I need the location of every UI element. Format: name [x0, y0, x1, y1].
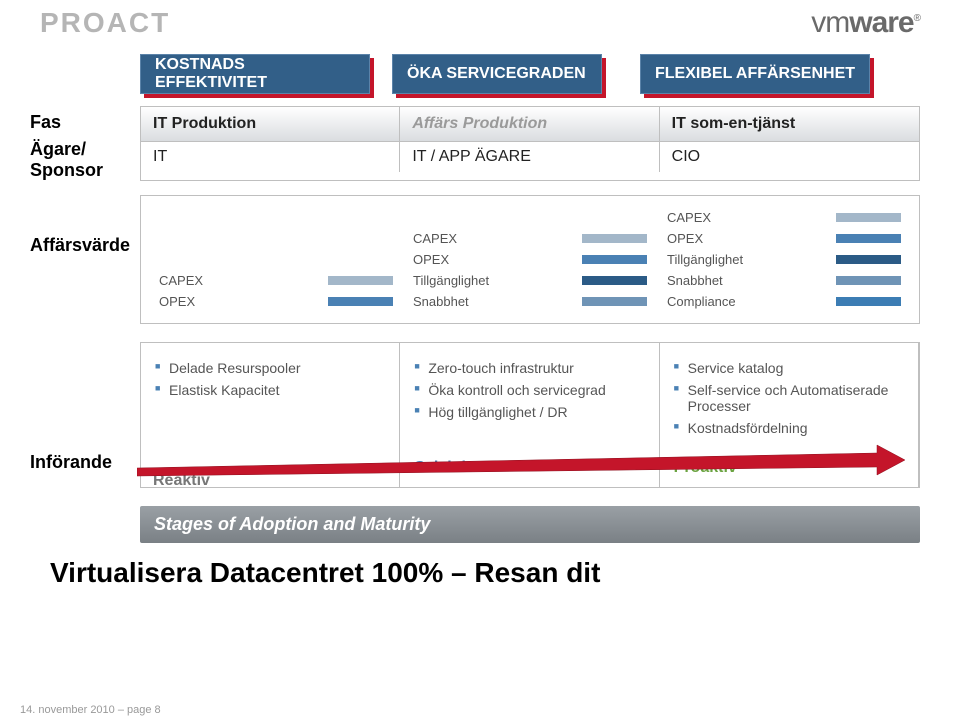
main-content: Fas Ägare/ Sponsor IT Produktion Affärs … — [30, 106, 920, 488]
bullets-col-2: Zero-touch infrastruktur Öka kontroll oc… — [400, 343, 659, 487]
metrics-table: CAPEX OPEX CAPEX OPEX T — [140, 195, 920, 324]
metric-bar — [582, 276, 647, 285]
metric-label: OPEX — [159, 294, 195, 309]
metric-label: OPEX — [413, 252, 449, 267]
metric-label: CAPEX — [413, 231, 457, 246]
fas-c2: Affärs Produktion — [400, 107, 659, 141]
metric-item: Snabbhet — [667, 273, 901, 288]
metric-bar — [582, 255, 647, 264]
metric-label: Tillgänglighet — [413, 273, 489, 288]
agare-c1: IT — [141, 142, 400, 172]
fas-table: IT Produktion Affärs Produktion IT som-e… — [140, 106, 920, 181]
badge-2-wrap: ÖKA SERVICEGRADEN — [392, 54, 602, 94]
metric-label: CAPEX — [159, 273, 203, 288]
label-fas: Fas — [30, 106, 140, 133]
metric-label: Snabbhet — [667, 273, 723, 288]
metric-item: CAPEX — [667, 210, 901, 225]
mode-reaktiv: Reaktiv — [153, 472, 210, 490]
bullets-col-1: Delade Resurspooler Elastisk Kapacitet R… — [141, 343, 400, 487]
metric-item: Tillgänglighet — [413, 273, 647, 288]
vmware-vm: vm — [811, 6, 849, 39]
metric-col-1: CAPEX OPEX — [149, 210, 403, 309]
metric-item: Snabbhet — [413, 294, 647, 309]
vmware-ware: ware — [849, 6, 913, 39]
badge-2: ÖKA SERVICEGRADEN — [392, 54, 602, 94]
badge-1: KOSTNADS EFFEKTIVITET — [140, 54, 370, 94]
fas-row: Fas Ägare/ Sponsor IT Produktion Affärs … — [30, 106, 920, 181]
fas-c1: IT Produktion — [141, 107, 400, 141]
fas-c3: IT som-en-tjänst — [660, 107, 919, 141]
bullets-list-3: Service katalog Self-service och Automat… — [674, 357, 904, 439]
affarsvarde-row: Affärsvärde CAPEX OPEX CAPEX — [30, 195, 920, 324]
metric-bar — [582, 297, 647, 306]
metric-item: CAPEX — [159, 273, 393, 288]
badge-3: FLEXIBEL AFFÄRSENHET — [640, 54, 870, 94]
metric-label: Tillgänglighet — [667, 252, 743, 267]
metric-item: OPEX — [413, 252, 647, 267]
agare-row-cells: IT IT / APP ÄGARE CIO — [141, 142, 919, 172]
column-badges: KOSTNADS EFFEKTIVITET ÖKA SERVICEGRADEN … — [140, 54, 960, 106]
metric-col-2: CAPEX OPEX Tillgänglighet Snabbhet — [403, 210, 657, 309]
bullets-table: Delade Resurspooler Elastisk Kapacitet R… — [140, 342, 920, 488]
list-item: Kostnadsfördelning — [674, 417, 904, 439]
list-item: Delade Resurspooler — [155, 357, 385, 379]
metric-col-3: CAPEX OPEX Tillgänglighet Snabbhet Compl… — [657, 210, 911, 309]
label-agare: Ägare/ Sponsor — [30, 133, 140, 181]
list-item: Service katalog — [674, 357, 904, 379]
metric-label: Snabbhet — [413, 294, 469, 309]
agare-c2: IT / APP ÄGARE — [400, 142, 659, 172]
badge-3-wrap: FLEXIBEL AFFÄRSENHET — [640, 54, 870, 94]
title-row: IT Produktion Affärs Produktion IT som-e… — [141, 107, 919, 142]
metric-item: CAPEX — [413, 231, 647, 246]
metric-label: OPEX — [667, 231, 703, 246]
label-affarsvarde: Affärsvärde — [30, 195, 140, 324]
metric-bar — [836, 276, 901, 285]
list-item: Self-service och Automatiserade Processe… — [674, 379, 904, 417]
vmware-reg: ® — [914, 13, 920, 24]
metric-bar — [836, 213, 901, 222]
metric-bar — [836, 297, 901, 306]
bullets-list-1: Delade Resurspooler Elastisk Kapacitet — [155, 357, 385, 401]
left-labels: Fas Ägare/ Sponsor — [30, 106, 140, 181]
list-item: Öka kontroll och servicegrad — [414, 379, 644, 401]
inforande-row: Införande Delade Resurspooler Elastisk K… — [30, 342, 920, 488]
label-inforande: Införande — [30, 342, 140, 488]
list-item: Hög tillgänglighet / DR — [414, 401, 644, 423]
metric-item: OPEX — [159, 294, 393, 309]
stages-bar: Stages of Adoption and Maturity — [140, 506, 920, 543]
bullets-col-3: Service katalog Self-service och Automat… — [660, 343, 919, 487]
badge-1-wrap: KOSTNADS EFFEKTIVITET — [140, 54, 370, 94]
vmware-logo: vmware® — [811, 6, 920, 40]
list-item: Elastisk Kapacitet — [155, 379, 385, 401]
proact-text: PROACT — [40, 7, 170, 39]
mode-selektiv: Selektiv — [414, 459, 474, 477]
metric-label: Compliance — [667, 294, 736, 309]
footer-date: 14. november 2010 – page 8 — [20, 704, 161, 716]
proact-logo: PROACT — [40, 7, 170, 39]
metric-item: Compliance — [667, 294, 901, 309]
metric-bar — [328, 276, 393, 285]
bullets-list-2: Zero-touch infrastruktur Öka kontroll oc… — [414, 357, 644, 423]
agare-c3: CIO — [660, 142, 919, 172]
metric-item: OPEX — [667, 231, 901, 246]
metric-item: Tillgänglighet — [667, 252, 901, 267]
metric-bar — [836, 234, 901, 243]
metric-label: CAPEX — [667, 210, 711, 225]
page-title: Virtualisera Datacentret 100% – Resan di… — [50, 557, 960, 589]
mode-proaktiv: Proaktiv — [674, 459, 737, 477]
metric-bar — [582, 234, 647, 243]
metric-bar — [836, 255, 901, 264]
metric-bar — [328, 297, 393, 306]
header: PROACT vmware® — [0, 0, 960, 46]
list-item: Zero-touch infrastruktur — [414, 357, 644, 379]
